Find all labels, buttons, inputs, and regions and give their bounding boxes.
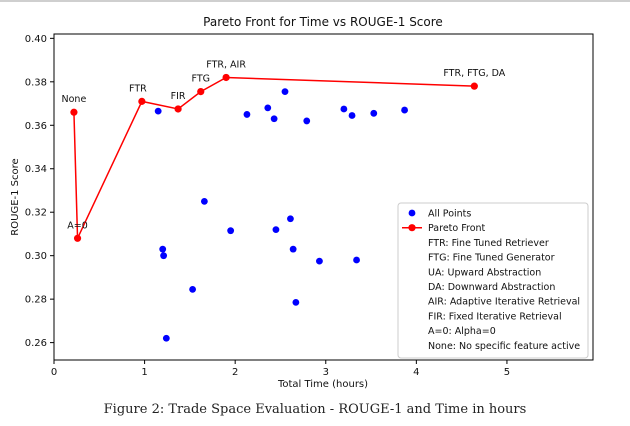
scatter-point — [154, 107, 162, 115]
figure-caption: Figure 2: Trade Space Evaluation - ROUGE… — [103, 402, 527, 417]
pareto-point — [138, 97, 146, 105]
pareto-annotation: FTR — [129, 83, 147, 94]
legend-entry: All Points — [428, 209, 471, 220]
legend-entry: Pareto Front — [428, 223, 486, 234]
x-tick-label: 2 — [232, 367, 238, 378]
x-tick-label: 5 — [504, 367, 510, 378]
legend-entry: None: No specific feature active — [428, 341, 580, 352]
scatter-point — [162, 334, 170, 342]
pareto-chart: Pareto Front for Time vs ROUGE-1 Score T… — [10, 15, 594, 390]
pareto-point — [174, 105, 182, 113]
scatter-point — [281, 88, 289, 95]
legend-box — [397, 202, 589, 359]
scatter-point — [303, 117, 311, 125]
chart-title: Pareto Front for Time vs ROUGE-1 Score — [203, 15, 443, 29]
scatter-point — [189, 285, 197, 293]
scatter-point — [264, 104, 272, 112]
scatter-point — [243, 111, 251, 118]
scatter-point — [401, 106, 408, 114]
legend-entry: FTG: Fine Tuned Generator — [428, 253, 555, 264]
x-tick-label: 4 — [413, 367, 419, 378]
pareto-annotation: A=0 — [67, 220, 88, 231]
pareto-annotation: FIR — [171, 91, 186, 102]
page-top-rule — [0, 0, 630, 2]
scatter-point — [370, 109, 378, 117]
pareto-annotations: None A=0 FTR FIR FTG FTR, AIR FTR, FTG, DA — [62, 59, 506, 231]
legend-entry: DA: Downward Abstraction — [428, 282, 555, 293]
all-points-series — [154, 88, 408, 342]
y-tick-label: 0.28 — [25, 295, 47, 306]
legend-entry: FIR: Fixed Iterative Retrieval — [428, 311, 562, 322]
y-tick-label: 0.34 — [25, 164, 47, 175]
pareto-point — [73, 234, 82, 242]
legend-marker-pareto — [408, 224, 416, 232]
x-tick-label: 3 — [323, 367, 329, 378]
pareto-point — [70, 108, 78, 116]
scatter-point — [270, 115, 278, 123]
y-tick-label: 0.26 — [25, 338, 47, 349]
scatter-point — [292, 299, 300, 306]
scatter-point — [340, 105, 348, 113]
scatter-point — [272, 226, 280, 234]
x-axis-label: Total Time (hours) — [277, 379, 368, 390]
pareto-front-series — [70, 73, 478, 242]
scatter-point — [289, 245, 297, 253]
y-tick-label: 0.32 — [25, 208, 47, 219]
pareto-annotation: FTR, FTG, DA — [443, 68, 505, 79]
x-tick-label: 0 — [51, 367, 57, 378]
x-tick-label: 1 — [141, 367, 147, 378]
scatter-point — [316, 257, 323, 265]
pareto-annotation: None — [62, 94, 87, 105]
scatter-point — [287, 215, 294, 223]
legend-entry: A=0: Alpha=0 — [428, 326, 496, 337]
scatter-point — [160, 252, 168, 260]
pareto-point — [222, 73, 230, 82]
y-axis-label: ROUGE-1 Score — [10, 158, 21, 235]
legend-entry: UA: Upward Abstraction — [428, 267, 541, 278]
y-tick-label: 0.36 — [25, 121, 47, 132]
scatter-point — [353, 256, 360, 264]
pareto-annotation: FTR, AIR — [206, 59, 246, 70]
legend-entry: AIR: Adaptive Iterative Retrieval — [428, 297, 580, 308]
axes: 0 1 2 3 4 5 0.26 0.28 0.30 0.32 0.34 0.36 0.38 0.40 — [25, 34, 510, 378]
scatter-point — [348, 112, 356, 119]
legend-entry: FTR: Fine Tuned Retriever — [428, 238, 549, 249]
scatter-point — [227, 227, 235, 235]
pareto-point — [197, 87, 205, 96]
y-tick-label: 0.38 — [25, 77, 47, 88]
scatter-point — [200, 197, 208, 205]
y-tick-label: 0.40 — [25, 34, 47, 45]
legend-marker-all-points — [408, 209, 416, 217]
scatter-point — [159, 245, 167, 253]
y-tick-label: 0.30 — [25, 251, 47, 262]
pareto-annotation: FTG — [192, 74, 210, 85]
legend: All Points Pareto Front FTR: Fine Tuned Re… — [397, 202, 589, 359]
pareto-point — [470, 82, 478, 90]
